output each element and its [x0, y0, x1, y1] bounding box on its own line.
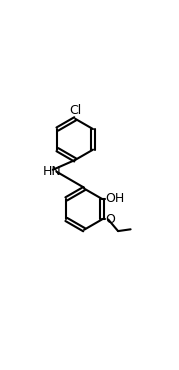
Text: Cl: Cl	[69, 104, 81, 117]
Text: HN: HN	[43, 165, 62, 178]
Text: OH: OH	[105, 192, 124, 205]
Text: O: O	[105, 213, 115, 226]
